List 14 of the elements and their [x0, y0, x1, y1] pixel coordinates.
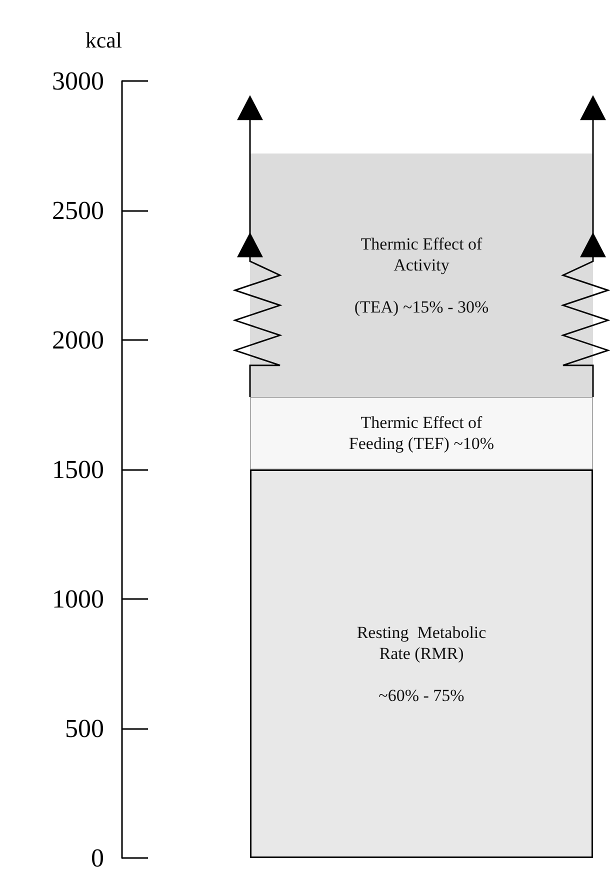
- y-tick-label: 1000: [52, 584, 104, 614]
- bar: [250, 396, 593, 470]
- y-tick-label: 2000: [52, 326, 104, 354]
- y-tick-label: 3000: [52, 66, 104, 96]
- bar: [250, 154, 593, 397]
- series-label: Thermic Effect of Feeding (TEF) ~10%: [348, 413, 494, 454]
- y-axis-title: kcal: [85, 28, 122, 52]
- bar: [250, 470, 593, 858]
- y-tick-label: 1500: [52, 455, 104, 484]
- y-tick-label: 2500: [52, 196, 104, 225]
- text: Thermic Effect of Activity (TEA) ~15% - 30%: [354, 234, 489, 316]
- y-tick-label: 500: [65, 714, 104, 743]
- y-tick-label: 0: [91, 844, 104, 872]
- text: Resting Metabolic Rate (RMR) ~60% - 75%: [356, 622, 486, 705]
